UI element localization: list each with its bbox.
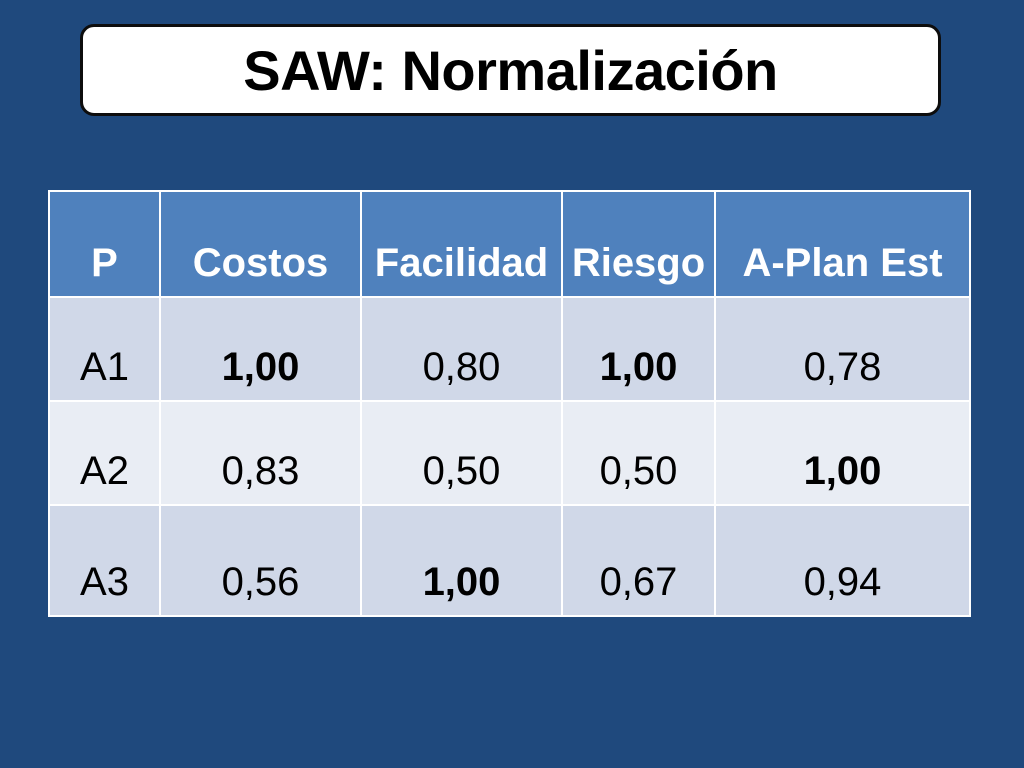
header-cell-a-plan-est: A-Plan Est <box>714 190 971 298</box>
header-cell-riesgo: Riesgo <box>561 190 716 298</box>
table-cell: 1,00 <box>159 296 362 402</box>
table-row: A2 0,83 0,50 0,50 1,00 <box>48 400 971 506</box>
table-row: A3 0,56 1,00 0,67 0,94 <box>48 504 971 617</box>
row-label: A3 <box>48 504 161 617</box>
table-cell: 0,94 <box>714 504 971 617</box>
table-cell: 0,80 <box>360 296 563 402</box>
table-cell: 1,00 <box>561 296 716 402</box>
table-cell: 1,00 <box>714 400 971 506</box>
slide-title: SAW: Normalización <box>243 38 778 102</box>
table-header-row: P Costos Facilidad Riesgo A-Plan Est <box>48 190 971 298</box>
table-cell: 0,50 <box>561 400 716 506</box>
table-cell: 0,67 <box>561 504 716 617</box>
table-cell: 0,78 <box>714 296 971 402</box>
table-cell: 1,00 <box>360 504 563 617</box>
slide-title-box: SAW: Normalización <box>80 24 941 116</box>
row-label: A2 <box>48 400 161 506</box>
row-label: A1 <box>48 296 161 402</box>
table-row: A1 1,00 0,80 1,00 0,78 <box>48 296 971 402</box>
table-cell: 0,56 <box>159 504 362 617</box>
normalization-table: P Costos Facilidad Riesgo A-Plan Est A1 … <box>48 190 971 617</box>
table-cell: 0,50 <box>360 400 563 506</box>
table-cell: 0,83 <box>159 400 362 506</box>
header-cell-facilidad: Facilidad <box>360 190 563 298</box>
header-cell-costos: Costos <box>159 190 362 298</box>
header-cell-p: P <box>48 190 161 298</box>
